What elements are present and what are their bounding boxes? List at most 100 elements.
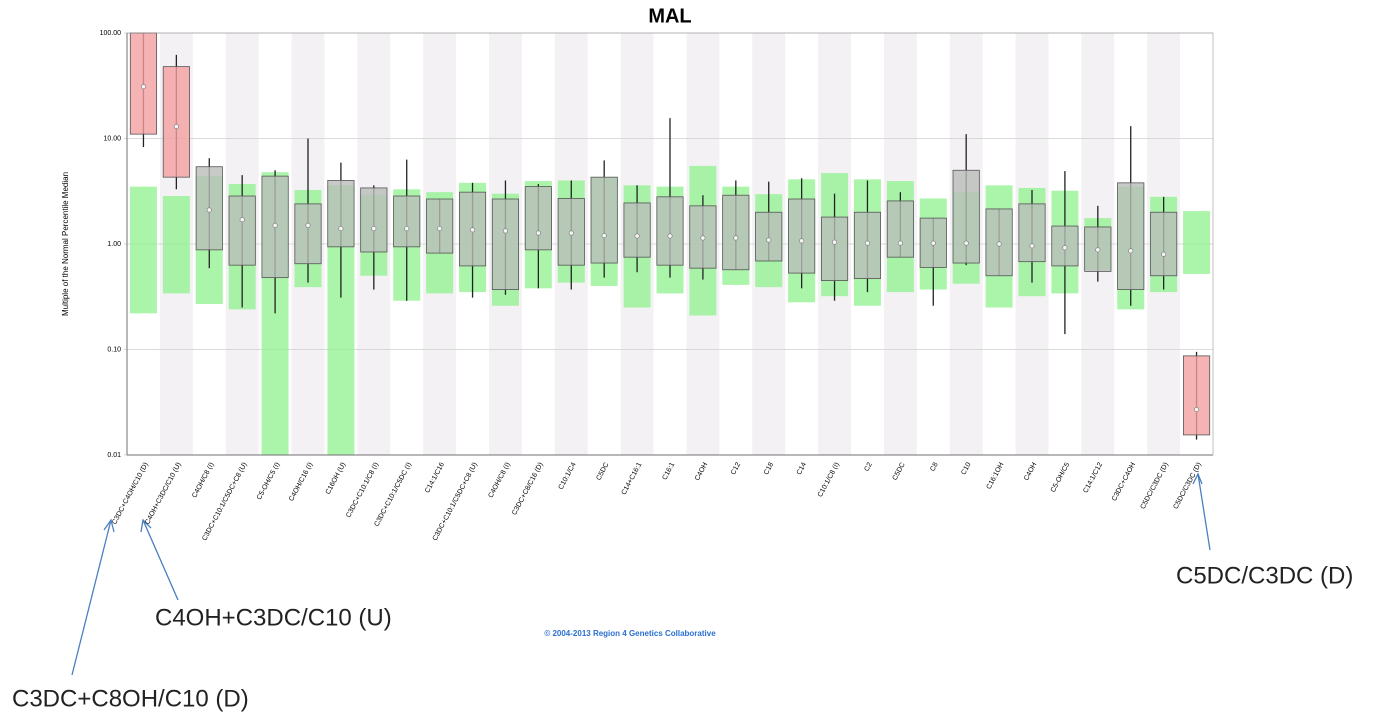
box bbox=[130, 33, 156, 134]
box bbox=[492, 199, 518, 290]
box bbox=[887, 201, 913, 257]
median bbox=[536, 231, 540, 235]
box bbox=[756, 212, 782, 261]
reference-range bbox=[163, 196, 190, 293]
median bbox=[734, 236, 738, 240]
median bbox=[1129, 249, 1133, 253]
x-tick-label: C3DC+C8/C16 (D) bbox=[511, 462, 545, 517]
x-tick-label: C16OH (U) bbox=[325, 462, 348, 496]
median bbox=[437, 226, 441, 230]
median bbox=[569, 231, 573, 235]
box bbox=[788, 199, 814, 273]
median bbox=[635, 234, 639, 238]
annotation: C5DC/C3DC (D) bbox=[1176, 562, 1353, 589]
box bbox=[328, 180, 354, 246]
x-tick-label: C4OH bbox=[694, 462, 709, 482]
reference-range bbox=[1183, 211, 1210, 274]
page: {"chart_data": {"type": "box", "title": … bbox=[0, 0, 1383, 728]
median bbox=[701, 236, 705, 240]
x-tick-label: C3DC+C10:1/C5DC (I) bbox=[373, 462, 413, 528]
x-tick-label: C4OH/C8 (I) bbox=[191, 462, 215, 500]
x-tick-label: C10:1/C4 bbox=[558, 461, 578, 490]
box bbox=[426, 199, 452, 253]
median bbox=[1194, 407, 1198, 411]
median bbox=[898, 241, 902, 245]
box bbox=[163, 67, 189, 178]
y-tick-label: 10.00 bbox=[103, 135, 121, 142]
y-tick-label: 0.01 bbox=[107, 452, 121, 459]
box bbox=[394, 196, 420, 247]
box bbox=[624, 203, 650, 257]
x-tick-label: C5-OH/C5 bbox=[1050, 461, 1072, 493]
median bbox=[964, 241, 968, 245]
box bbox=[657, 197, 683, 265]
median bbox=[832, 240, 836, 244]
box bbox=[821, 217, 847, 281]
y-tick-label: 0.10 bbox=[107, 346, 121, 353]
median bbox=[668, 234, 672, 238]
y-tick-label: 1.00 bbox=[107, 241, 121, 248]
box bbox=[1183, 356, 1209, 435]
x-tick-label: C10:1/C8 (I) bbox=[817, 462, 841, 499]
median bbox=[470, 228, 474, 232]
x-tick-label: C18 bbox=[763, 461, 775, 476]
x-tick-label: C16:1 bbox=[661, 461, 676, 481]
x-tick-label: C16:1OH bbox=[986, 462, 1006, 491]
median bbox=[767, 238, 771, 242]
x-tick-label: C2 bbox=[863, 461, 873, 472]
median bbox=[602, 233, 606, 237]
median bbox=[1063, 246, 1067, 250]
x-tick-label: C5-OH/C5 (I) bbox=[256, 462, 282, 502]
x-tick-label: C12 bbox=[730, 461, 742, 476]
median bbox=[997, 242, 1001, 246]
median bbox=[273, 223, 277, 227]
y-tick-label: 100.00 bbox=[100, 30, 122, 37]
median bbox=[405, 226, 409, 230]
median bbox=[1030, 244, 1034, 248]
median bbox=[865, 241, 869, 245]
median bbox=[306, 223, 310, 227]
reference-range bbox=[130, 187, 157, 314]
median bbox=[503, 229, 507, 233]
box bbox=[295, 204, 321, 264]
box bbox=[953, 170, 979, 263]
box bbox=[525, 187, 551, 250]
y-axis-label: Multiple of the Normal Percentile Median bbox=[61, 172, 70, 316]
median bbox=[174, 124, 178, 128]
median bbox=[339, 226, 343, 230]
median bbox=[207, 208, 211, 212]
box bbox=[723, 195, 749, 270]
chart: MAL Multiple of the Normal Percentile Me… bbox=[0, 0, 1383, 723]
x-tick-label: C5DC bbox=[892, 462, 907, 482]
x-tick-label: C10 bbox=[960, 461, 972, 476]
box bbox=[1150, 212, 1176, 276]
x-tick-label: C4OH/C8 (I) bbox=[487, 462, 511, 500]
annotation: C3DC+C8OH/C10 (D) bbox=[12, 685, 249, 712]
box bbox=[361, 188, 387, 252]
x-tick-label: C14 bbox=[796, 461, 808, 476]
x-tick-label: C5DC/C3DC (D) bbox=[1140, 462, 1170, 511]
annotation-arrows bbox=[72, 474, 1210, 675]
x-tick-label: C3DC+C4OH/C10 (D) bbox=[111, 462, 150, 526]
box bbox=[1118, 183, 1144, 290]
x-tick-label: C3DC+C10:1/C8 (I) bbox=[345, 462, 380, 519]
box bbox=[1019, 204, 1045, 262]
x-tick-label: C5DC/C3DC (D) bbox=[1172, 462, 1202, 511]
x-tick-label: C14:1/C12 bbox=[1082, 461, 1104, 494]
median bbox=[141, 84, 145, 88]
x-tick-label: C3DC+C4OH bbox=[1111, 462, 1137, 503]
footer: © 2004-2013 Region 4 Genetics Collaborat… bbox=[544, 629, 716, 638]
median bbox=[799, 239, 803, 243]
median bbox=[240, 217, 244, 221]
x-tick-label: C8 bbox=[929, 461, 939, 472]
box bbox=[591, 177, 617, 263]
x-tick-label: C4OH bbox=[1023, 462, 1038, 482]
median bbox=[931, 241, 935, 245]
median bbox=[1161, 252, 1165, 256]
plot-area: 0.01 0.10 1.00 10.00 100.00 bbox=[100, 30, 1213, 459]
x-tick-label: C4OH+C3DC/C10 (U) bbox=[144, 462, 183, 526]
x-tick-label: C5DC bbox=[595, 462, 610, 482]
chart-title: MAL bbox=[648, 5, 691, 27]
box bbox=[229, 196, 255, 265]
median bbox=[1096, 248, 1100, 252]
